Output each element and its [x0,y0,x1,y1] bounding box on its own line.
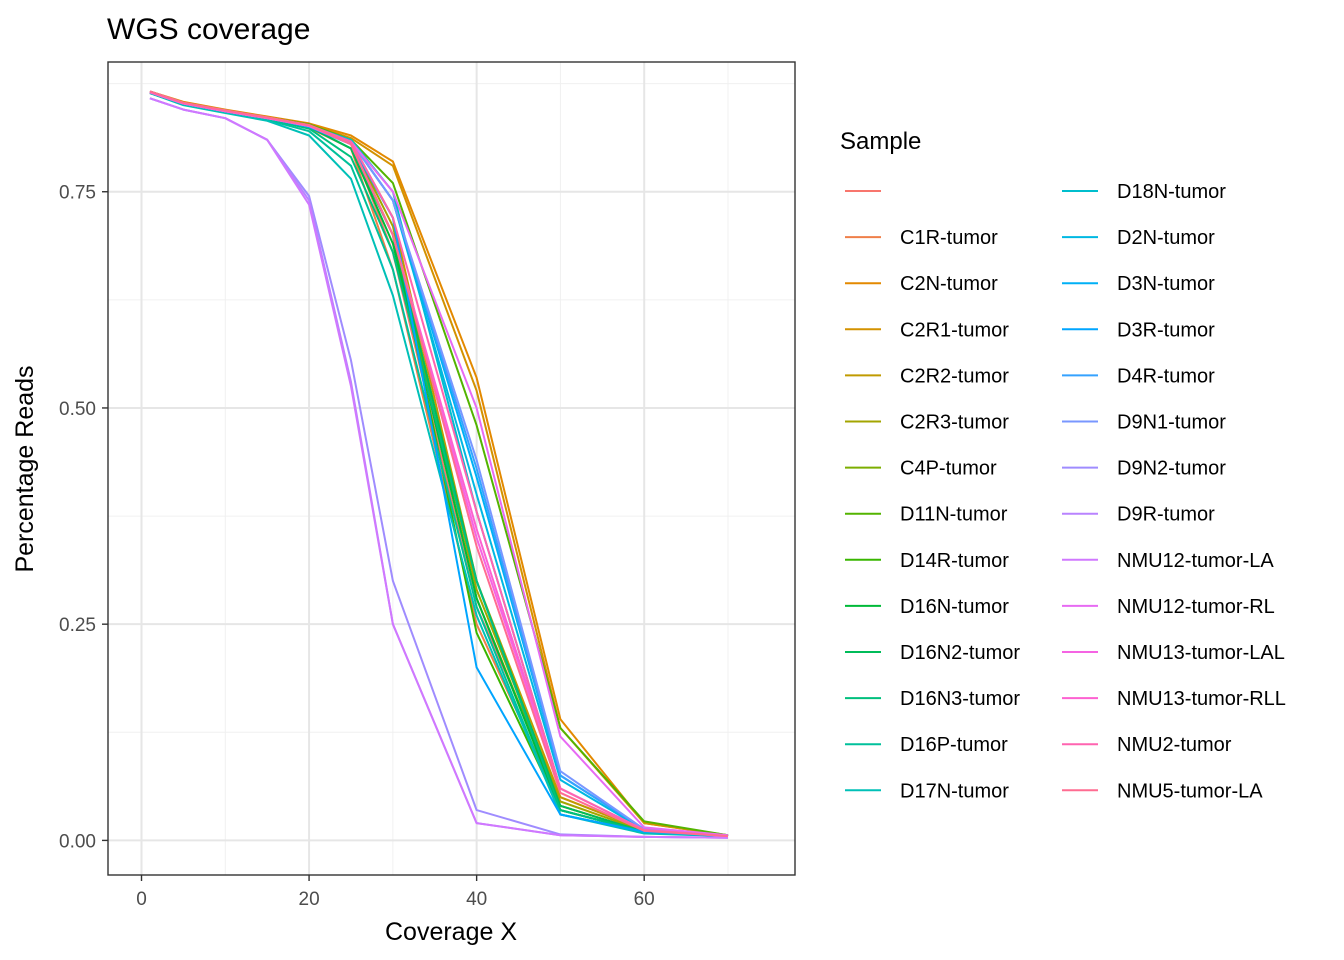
legend-label: D9N1-tumor [1117,412,1226,434]
legend-label: C2N-tumor [900,273,998,295]
legend-label: D17N-tumor [900,780,1009,802]
legend-item: D4R-tumor [1062,365,1215,387]
legend-item: D11N-tumor [845,504,1008,526]
legend-label: D16N-tumor [900,596,1009,618]
legend-label: C2R2-tumor [900,365,1009,387]
legend-label: D9R-tumor [1117,504,1215,526]
legend-item: C2R2-tumor [845,365,1009,387]
legend-item: NMU2-tumor [1062,734,1232,756]
legend-item: C2R3-tumor [845,412,1009,434]
legend-label: D16N3-tumor [900,688,1020,710]
legend-label: D16P-tumor [900,734,1008,756]
legend-item: D17N-tumor [845,780,1009,802]
legend-item: NMU13-tumor-LAL [1062,642,1285,664]
legend-label: C1R-tumor [900,227,998,249]
legend-item: NMU5-tumor-LA [1062,780,1263,802]
legend-label: D9N2-tumor [1117,458,1226,480]
x-axis-title: Coverage X [385,918,517,946]
legend-item: NMU13-tumor-RLL [1062,688,1286,710]
y-axis-title: Percentage Reads [11,365,39,572]
legend-label: C4P-tumor [900,458,997,480]
plot-border [107,61,796,876]
legend-label: NMU13-tumor-LAL [1117,642,1285,664]
legend-item: D16P-tumor [845,734,1008,756]
legend-item: C2R1-tumor [845,319,1009,341]
axes: 0 20 40 60 0.00 0.25 0.50 0.75 [59,61,796,910]
legend-label: NMU2-tumor [1117,734,1232,756]
legend-item: C1R-tumor [845,227,998,249]
legend-label: NMU5-tumor-LA [1117,780,1263,802]
legend-label: D3R-tumor [1117,319,1215,341]
series-line-NMU12-tumor-LA [149,97,729,839]
legend-label: D14R-tumor [900,550,1009,572]
legend-label: D2N-tumor [1117,227,1215,249]
y-tick-label: 0.00 [59,831,96,852]
series-lines [149,90,729,839]
legend-item: D14R-tumor [845,550,1009,572]
legend-item: D9R-tumor [1062,504,1215,526]
x-tick-label: 60 [634,889,655,910]
legend-item: D18N-tumor [1062,181,1226,203]
x-tick-label: 40 [466,889,487,910]
legend-item: C4P-tumor [845,458,997,480]
x-tick-label: 0 [136,889,147,910]
legend-item: D9N2-tumor [1062,458,1226,480]
legend-label: NMU12-tumor-LA [1117,550,1274,572]
legend-label: D11N-tumor [900,504,1008,526]
legend-label: NMU13-tumor-RLL [1117,688,1286,710]
y-tick-label: 0.25 [59,615,96,636]
y-tick-label: 0.75 [59,183,96,204]
legend-item: D3N-tumor [1062,273,1215,295]
legend-item: D16N3-tumor [845,688,1020,710]
y-tick-label: 0.50 [59,399,96,420]
legend: Sample C1R-tumor C2N-tumor C2R1-tumor C2R2-… [840,128,1286,802]
legend-item: D9N1-tumor [1062,412,1226,434]
legend-item: NMU12-tumor-RL [1062,596,1275,618]
legend-item: D2N-tumor [1062,227,1215,249]
legend-item: D16N2-tumor [845,642,1020,664]
legend-label: C2R3-tumor [900,412,1009,434]
legend-label: D16N2-tumor [900,642,1020,664]
x-tick-label: 20 [299,889,320,910]
legend-label: D4R-tumor [1117,365,1215,387]
legend-label: D18N-tumor [1117,181,1226,203]
chart-title: WGS coverage [107,13,310,46]
legend-title: Sample [840,128,921,155]
legend-item: D3R-tumor [1062,319,1215,341]
legend-item: C2N-tumor [845,273,998,295]
legend-label: C2R1-tumor [900,319,1009,341]
legend-item: NMU12-tumor-LA [1062,550,1274,572]
legend-item: D16N-tumor [845,596,1009,618]
legend-label: D3N-tumor [1117,273,1215,295]
legend-label: NMU12-tumor-RL [1117,596,1275,618]
series-line-NMU5-tumor-LA [149,90,729,838]
